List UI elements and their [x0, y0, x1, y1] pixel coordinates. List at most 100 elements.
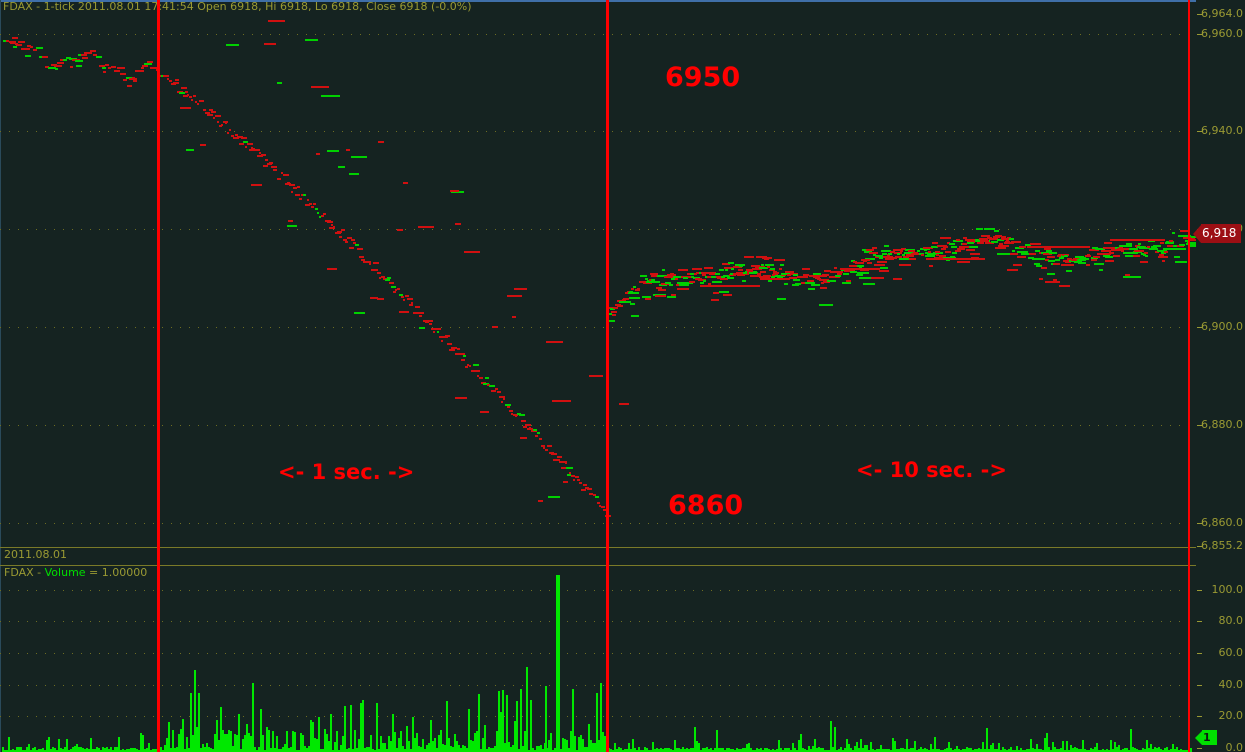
tick-up	[969, 246, 978, 249]
volume-bar	[1142, 748, 1144, 752]
tick-up	[186, 148, 194, 151]
volume-bar	[1018, 749, 1020, 752]
tick-down	[507, 405, 510, 408]
tick-down	[201, 99, 204, 102]
tick-down	[711, 299, 719, 302]
volume-bar	[344, 706, 346, 752]
tick-up	[1188, 242, 1196, 245]
volume-bar	[404, 749, 406, 752]
tick-down	[559, 455, 562, 458]
tick-down	[439, 336, 444, 339]
volume-bar	[1168, 750, 1170, 752]
volume-bar	[978, 747, 980, 752]
tick-down	[311, 85, 329, 88]
volume-gridline	[0, 685, 1196, 686]
tick-down	[692, 268, 702, 271]
tick-up	[1055, 258, 1060, 261]
volume-bar	[110, 746, 112, 752]
volume-bar	[632, 738, 634, 752]
price-pane[interactable]	[0, 14, 1196, 546]
tick-down	[268, 19, 285, 22]
volume-bar	[778, 740, 780, 752]
volume-bar	[154, 748, 156, 752]
tick-down	[643, 281, 652, 284]
volume-bar	[750, 747, 752, 752]
volume-bar	[274, 747, 276, 752]
tick-down	[928, 251, 931, 254]
volume-bar	[354, 730, 356, 752]
tick-down	[829, 275, 832, 278]
volume-bar	[602, 731, 604, 752]
tick-down	[329, 226, 335, 229]
volume-bar	[218, 739, 220, 752]
volume-bar	[164, 744, 166, 752]
volume-bar	[392, 714, 394, 752]
tick-down	[785, 270, 794, 273]
tick-down	[123, 78, 127, 81]
price-axis-tick	[1197, 522, 1202, 524]
volume-bar	[830, 720, 832, 752]
tick-up	[319, 216, 321, 219]
tick-up	[1179, 244, 1185, 247]
tick-down	[211, 111, 216, 114]
volume-bar	[108, 749, 110, 752]
volume-bar	[398, 738, 400, 752]
volume-bar	[1022, 749, 1024, 752]
tick-up	[1139, 247, 1149, 250]
volume-bar	[358, 738, 360, 752]
volume-bar	[932, 749, 934, 752]
volume-bar	[430, 720, 432, 752]
volume-bar	[408, 741, 410, 752]
tick-down	[593, 494, 596, 497]
tick-down	[670, 273, 674, 276]
volume-bar	[776, 749, 778, 752]
volume-bar	[968, 748, 970, 752]
tick-down	[1001, 238, 1010, 241]
volume-bar	[572, 688, 574, 752]
volume-bar	[22, 749, 24, 752]
volume-bar	[726, 748, 728, 752]
vertical-marker-line-3[interactable]	[1188, 0, 1190, 752]
volume-bar	[844, 748, 846, 752]
volume-bar	[1130, 729, 1132, 752]
tick-down	[403, 299, 405, 302]
volume-bar	[378, 749, 380, 752]
tick-down	[822, 274, 829, 277]
volume-bar	[890, 750, 892, 752]
volume-bar	[256, 750, 258, 752]
tick-up	[876, 255, 883, 258]
tick-down	[195, 101, 197, 104]
volume-pane[interactable]	[0, 566, 1196, 752]
volume-bar	[120, 750, 122, 752]
tick-down	[370, 296, 378, 299]
volume-bar	[538, 746, 540, 752]
tick-down	[327, 220, 333, 223]
vertical-marker-line-2[interactable]	[606, 0, 609, 752]
tick-down	[1045, 258, 1049, 261]
volume-bar	[466, 747, 468, 752]
volume-bar	[1030, 738, 1032, 752]
volume-bar	[114, 747, 116, 752]
volume-bar	[918, 749, 920, 752]
volume-bar	[334, 741, 336, 752]
tick-down	[966, 248, 975, 251]
tick-up	[931, 246, 938, 249]
volume-bar	[654, 748, 656, 752]
tick-down	[141, 67, 144, 70]
price-axis[interactable]	[1196, 0, 1245, 752]
tick-down	[875, 256, 881, 259]
volume-bar	[1074, 747, 1076, 752]
tick-down	[957, 261, 970, 264]
tick-down	[555, 459, 560, 462]
tick-down	[401, 295, 404, 298]
current-price-value: 6,918	[1201, 224, 1242, 243]
volume-bar	[856, 742, 858, 752]
vertical-marker-line-1[interactable]	[157, 0, 160, 752]
tick-down	[937, 245, 947, 248]
volume-bar	[796, 749, 798, 752]
volume-bar	[352, 748, 354, 752]
tick-up	[645, 278, 648, 281]
tick-down	[671, 293, 676, 296]
tick-down	[631, 287, 634, 290]
volume-bar	[960, 750, 962, 752]
